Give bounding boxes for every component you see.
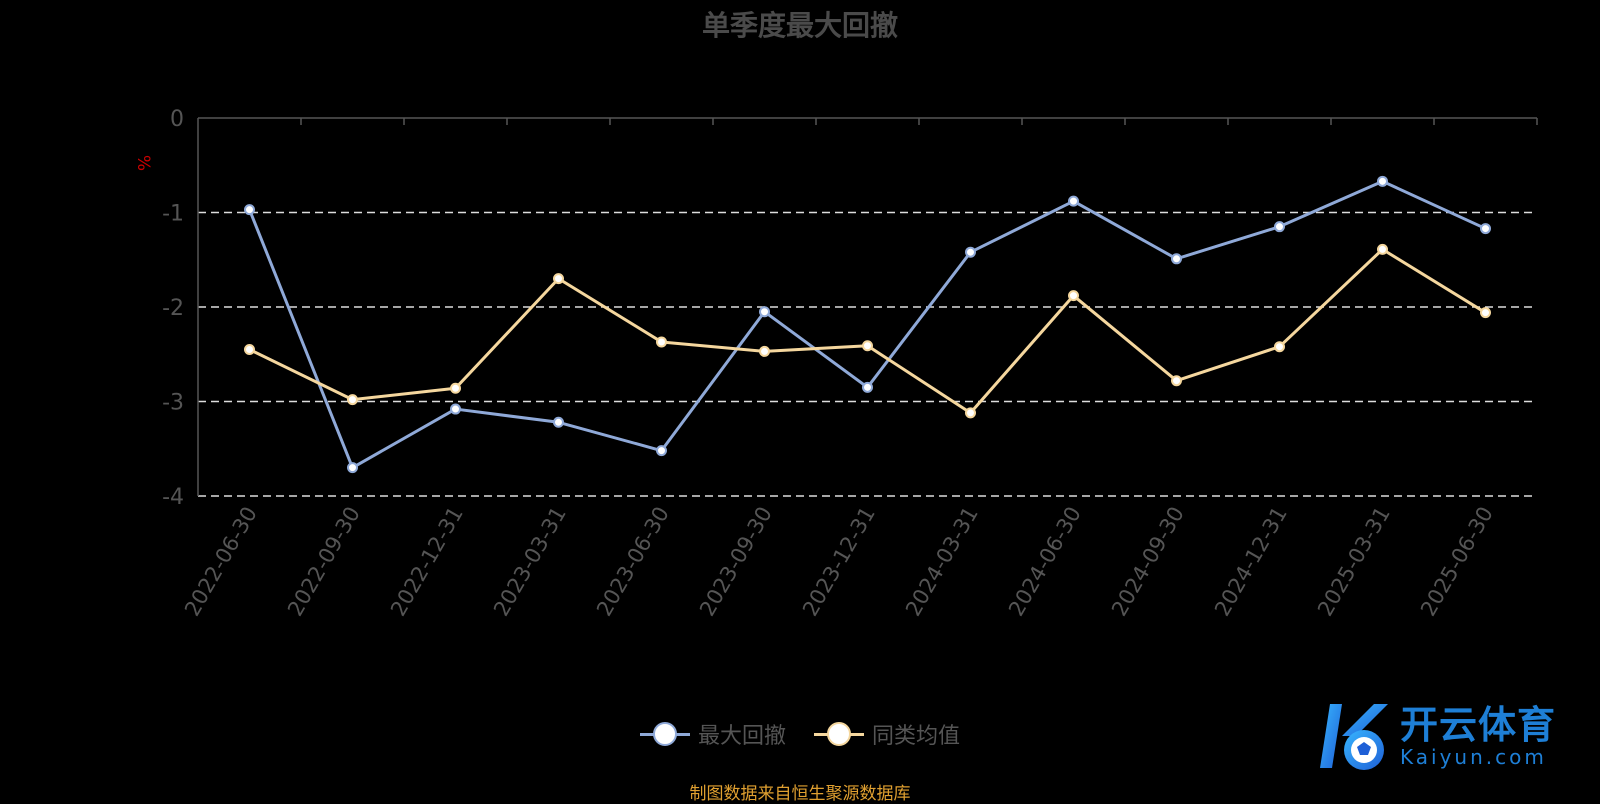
watermark: 开云体育 Kaiyun.com: [1312, 696, 1556, 776]
x-tick-label: 2025-06-30: [1416, 503, 1498, 621]
data-point-0: [656, 445, 667, 457]
y-tick-label: -4: [162, 485, 184, 510]
x-tick-label: 2024-06-30: [1004, 503, 1086, 621]
watermark-brand-cn: 开云体育: [1400, 703, 1557, 747]
data-point-1: [244, 344, 255, 356]
y-tick-label: 0: [170, 107, 184, 132]
x-tick-label: 2024-03-31: [901, 503, 983, 621]
series-layer: [244, 175, 1491, 474]
data-point-1: [1274, 341, 1285, 353]
y-axis-label: %: [133, 155, 153, 171]
x-tick-label: 2025-03-31: [1313, 503, 1395, 621]
data-point-0: [347, 462, 358, 474]
x-tick-label: 2022-09-30: [283, 503, 365, 621]
data-point-1: [965, 407, 976, 419]
data-point-1: [759, 345, 770, 357]
chart-title: 单季度最大回撤: [701, 9, 898, 42]
y-tick-label: -3: [162, 391, 184, 416]
data-point-1: [347, 394, 358, 406]
data-point-0: [1377, 175, 1388, 187]
x-tick-label: 2023-12-31: [798, 503, 880, 621]
x-tick-label: 2022-12-31: [386, 503, 468, 621]
data-point-0: [1171, 253, 1182, 265]
data-point-1: [1480, 307, 1491, 319]
data-point-0: [244, 204, 255, 216]
kaiyun-logo-icon: [1320, 704, 1388, 770]
y-tick-label: -2: [162, 296, 184, 321]
data-point-0: [1480, 223, 1491, 235]
x-tick-label: 2023-03-31: [489, 503, 571, 621]
legend-item-max-drawdown[interactable]: 最大回撤: [639, 718, 786, 750]
legend: 最大回撤 同类均值: [0, 718, 1600, 750]
data-point-0: [759, 306, 770, 318]
series-line-0: [248, 179, 1487, 470]
legend-label-peer-average: 同类均值: [872, 724, 961, 749]
data-point-0: [450, 403, 461, 415]
legend-swatch-max-drawdown: [639, 722, 690, 746]
data-point-0: [965, 246, 976, 258]
legend-label-max-drawdown: 最大回撤: [697, 724, 786, 749]
data-point-1: [862, 340, 873, 352]
data-point-0: [1274, 221, 1285, 233]
x-tick-label: 2024-09-30: [1107, 503, 1189, 621]
y-tick-label: -1: [162, 202, 184, 227]
x-tick-label: 2023-06-30: [592, 503, 674, 621]
data-point-0: [1068, 195, 1079, 207]
x-tick-label: 2022-06-30: [180, 503, 262, 621]
legend-item-peer-average[interactable]: 同类均值: [814, 718, 960, 750]
data-point-0: [553, 416, 564, 428]
watermark-brand-en: Kaiyun.com: [1400, 745, 1547, 769]
data-point-0: [862, 381, 873, 393]
data-point-1: [656, 336, 667, 348]
data-point-1: [450, 382, 461, 394]
x-tick-label: 2024-12-31: [1210, 503, 1292, 621]
source-note: 制图数据来自恒生聚源数据库: [689, 784, 911, 804]
data-point-1: [553, 273, 564, 285]
grid-lines: [198, 211, 1537, 497]
legend-swatch-peer-average: [814, 722, 864, 746]
data-point-1: [1171, 375, 1182, 387]
data-point-1: [1377, 243, 1388, 255]
x-tick-label: 2023-09-30: [695, 503, 777, 621]
data-point-1: [1068, 290, 1079, 302]
